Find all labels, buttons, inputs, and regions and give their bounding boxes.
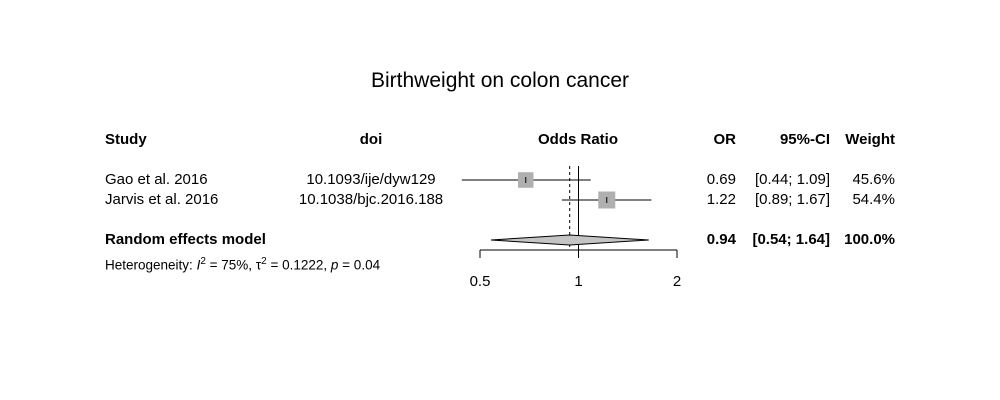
heterogeneity-text: Heterogeneity: I2 = 75%, τ2 = 0.1222, p … [105, 253, 380, 275]
x-tick-label: 1 [574, 273, 582, 290]
header-ci: 95%-CI [779, 131, 830, 148]
header-weight: Weight [845, 131, 895, 148]
i2-symbol: I [196, 257, 201, 273]
heterogeneity-prefix: Heterogeneity: [105, 257, 197, 273]
tau2-symbol: τ [255, 257, 262, 273]
study-ci: [0.44; 1.09] [754, 171, 830, 188]
study-name: Jarvis et al. 2016 [105, 191, 219, 208]
study-weight: 45.6% [852, 171, 895, 188]
p-symbol: p [330, 257, 339, 273]
study-ci: [0.89; 1.67] [754, 191, 830, 208]
study-doi: 10.1038/bjc.2016.188 [298, 191, 444, 208]
x-tick-label: 2 [673, 273, 681, 290]
tau2-exponent: 2 [261, 256, 267, 267]
header-or: OR [713, 131, 737, 148]
study-doi: 10.1093/ije/dyw129 [306, 171, 436, 188]
study-weight: 54.4% [852, 191, 895, 208]
study-or: 0.69 [706, 171, 736, 188]
pooled-diamond [490, 234, 649, 246]
pooled-label: Random effects model [105, 231, 266, 248]
pooled-or: 0.94 [706, 231, 736, 248]
pooled-ci: [0.54; 1.64] [752, 231, 830, 248]
study-or: 1.22 [706, 191, 736, 208]
i2-value: = 75%, [205, 257, 256, 273]
header-doi: doi [359, 131, 383, 148]
header-odds-ratio: Odds Ratio [537, 131, 619, 148]
tau2-value: = 0.1222, [266, 257, 331, 273]
x-tick-label: 0.5 [470, 273, 491, 290]
study-name: Gao et al. 2016 [105, 171, 208, 188]
pooled-weight: 100.0% [844, 231, 895, 248]
p-value: = 0.04 [338, 257, 381, 273]
i2-exponent: 2 [200, 256, 206, 267]
chart-title: Birthweight on colon cancer [371, 69, 629, 92]
header-study: Study [105, 131, 147, 148]
